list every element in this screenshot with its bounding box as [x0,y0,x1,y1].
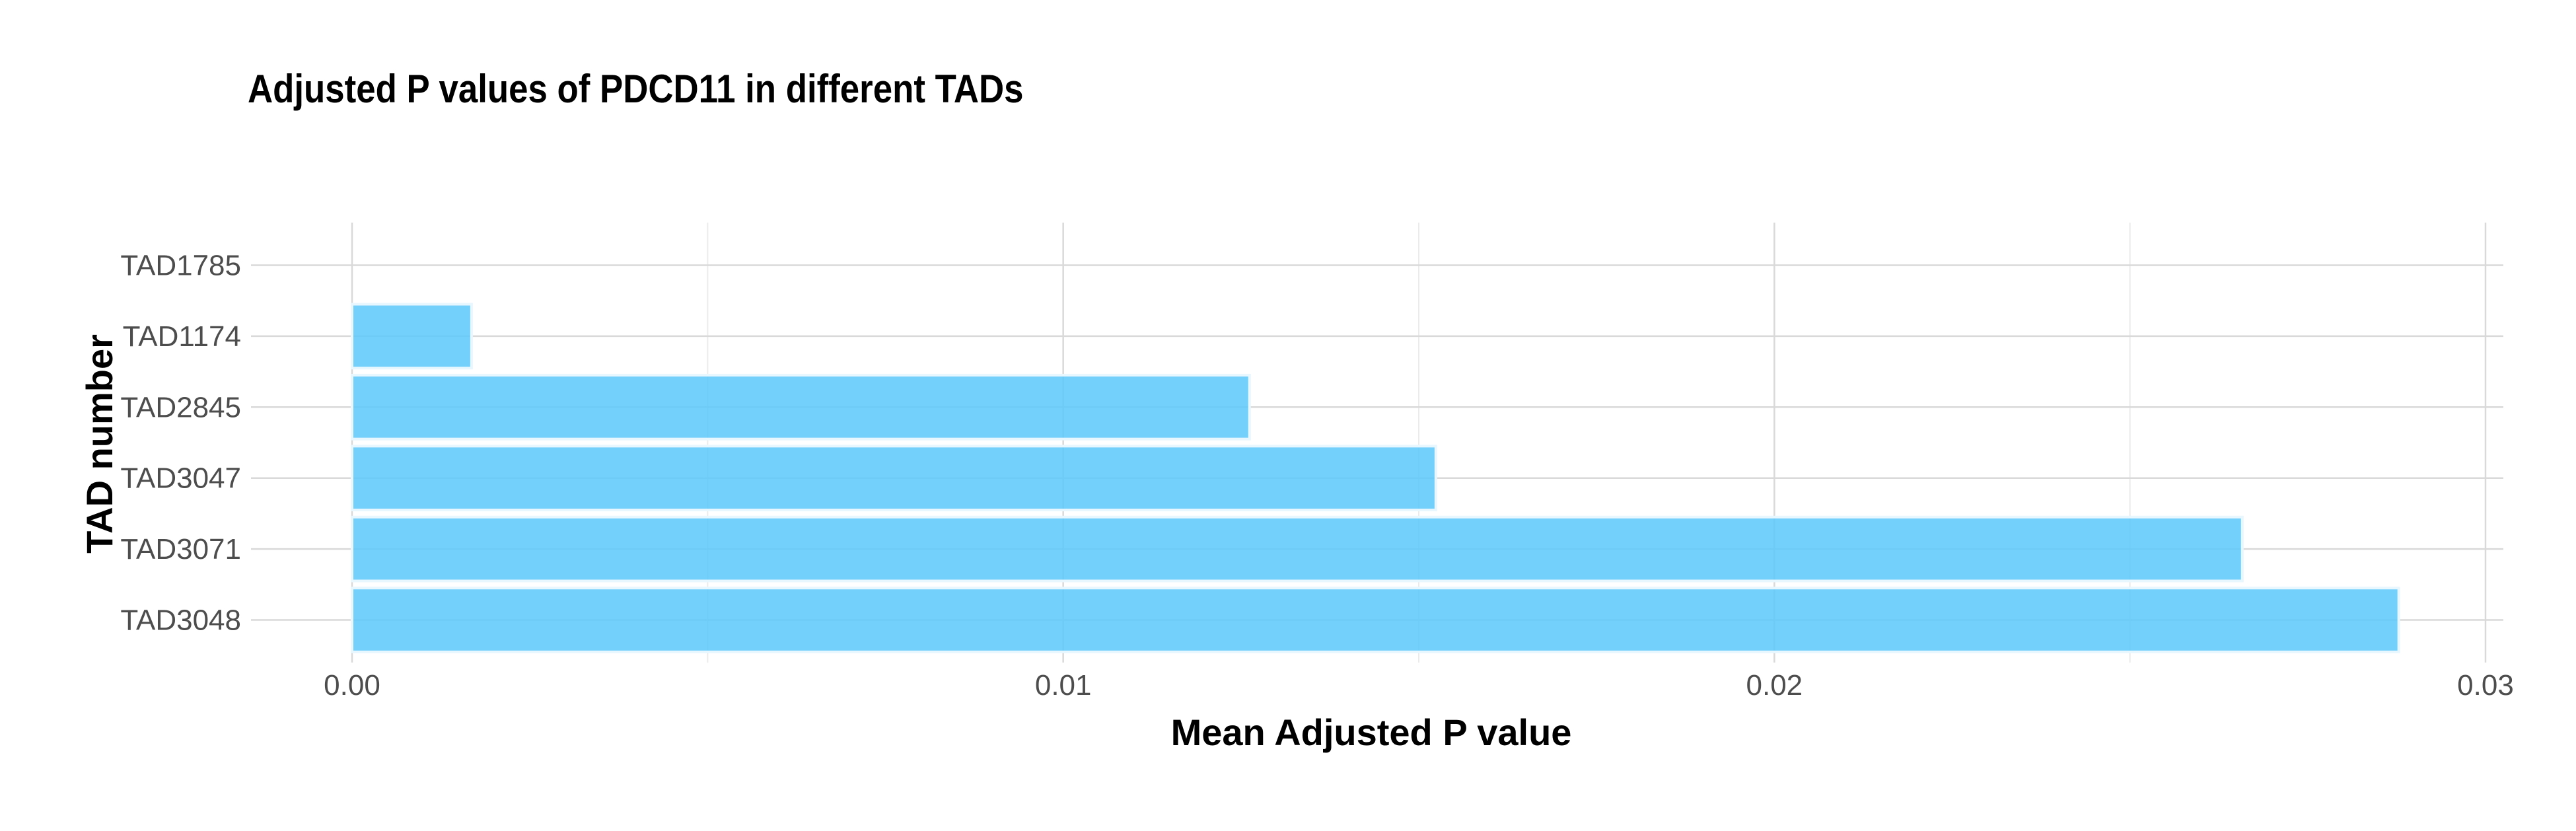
y-tick-label: TAD1785 [120,249,241,281]
bar-tad3071 [351,515,2244,583]
x-tick-label: 0.00 [324,669,380,702]
y-tick-label: TAD2845 [120,391,241,423]
bar-tad2845 [351,373,1251,441]
y-tick-label: TAD3048 [120,604,241,637]
y-tick-labels: TAD1785 TAD1174 TAD2845 TAD3047 TAD3071 TAD30… [120,249,241,636]
x-tick-label: 0.01 [1035,669,1092,702]
x-axis-label: Mean Adjusted P value [1171,711,1572,753]
y-tick-label: TAD3071 [120,533,241,565]
chart-title: Adjusted P values of PDCD11 in different… [248,67,1024,111]
y-tick-label: TAD3047 [120,462,241,495]
y-tick-label: TAD1174 [123,320,241,353]
bar-tad3048 [351,587,2400,653]
x-tick-label: 0.02 [1746,669,1803,702]
x-tick-label: 0.03 [2457,669,2514,702]
bars [351,303,2400,653]
x-tick-labels: 0.00 0.01 0.02 0.03 [324,669,2514,702]
bar-tad1174 [351,303,473,370]
bar-tad3047 [351,445,1437,512]
y-axis-label: TAD number [79,334,120,554]
